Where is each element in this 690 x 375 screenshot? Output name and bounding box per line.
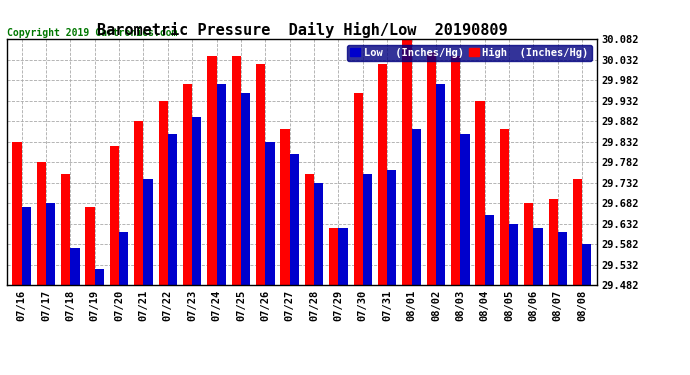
Bar	[266, 142, 275, 285]
Bar	[436, 84, 445, 285]
Bar	[159, 101, 168, 285]
Bar	[500, 129, 509, 285]
Bar	[217, 84, 226, 285]
Bar	[363, 174, 372, 285]
Bar	[207, 56, 217, 285]
Bar	[110, 146, 119, 285]
Bar	[411, 129, 421, 285]
Bar	[86, 207, 95, 285]
Bar	[37, 162, 46, 285]
Bar	[451, 56, 460, 285]
Bar	[119, 232, 128, 285]
Bar	[70, 248, 79, 285]
Bar	[305, 174, 314, 285]
Bar	[353, 93, 363, 285]
Bar	[193, 117, 201, 285]
Bar	[426, 52, 436, 285]
Bar	[168, 134, 177, 285]
Bar	[402, 39, 411, 285]
Text: Copyright 2019 Cartronics.com: Copyright 2019 Cartronics.com	[8, 28, 178, 38]
Bar	[21, 207, 31, 285]
Bar	[582, 244, 591, 285]
Bar	[290, 154, 299, 285]
Bar	[183, 84, 193, 285]
Bar	[256, 64, 266, 285]
Bar	[338, 228, 348, 285]
Bar	[329, 228, 338, 285]
Bar	[95, 268, 104, 285]
Bar	[558, 232, 567, 285]
Bar	[533, 228, 543, 285]
Bar	[314, 183, 324, 285]
Bar	[475, 101, 484, 285]
Bar	[134, 121, 144, 285]
Bar	[549, 199, 558, 285]
Bar	[46, 203, 55, 285]
Legend: Low  (Inches/Hg), High  (Inches/Hg): Low (Inches/Hg), High (Inches/Hg)	[347, 45, 591, 61]
Bar	[524, 203, 533, 285]
Bar	[232, 56, 241, 285]
Bar	[280, 129, 290, 285]
Title: Barometric Pressure  Daily High/Low  20190809: Barometric Pressure Daily High/Low 20190…	[97, 22, 507, 38]
Bar	[61, 174, 70, 285]
Bar	[378, 64, 387, 285]
Bar	[460, 134, 470, 285]
Bar	[387, 170, 397, 285]
Bar	[144, 178, 152, 285]
Bar	[12, 142, 21, 285]
Bar	[484, 215, 494, 285]
Bar	[573, 178, 582, 285]
Bar	[241, 93, 250, 285]
Bar	[509, 224, 518, 285]
